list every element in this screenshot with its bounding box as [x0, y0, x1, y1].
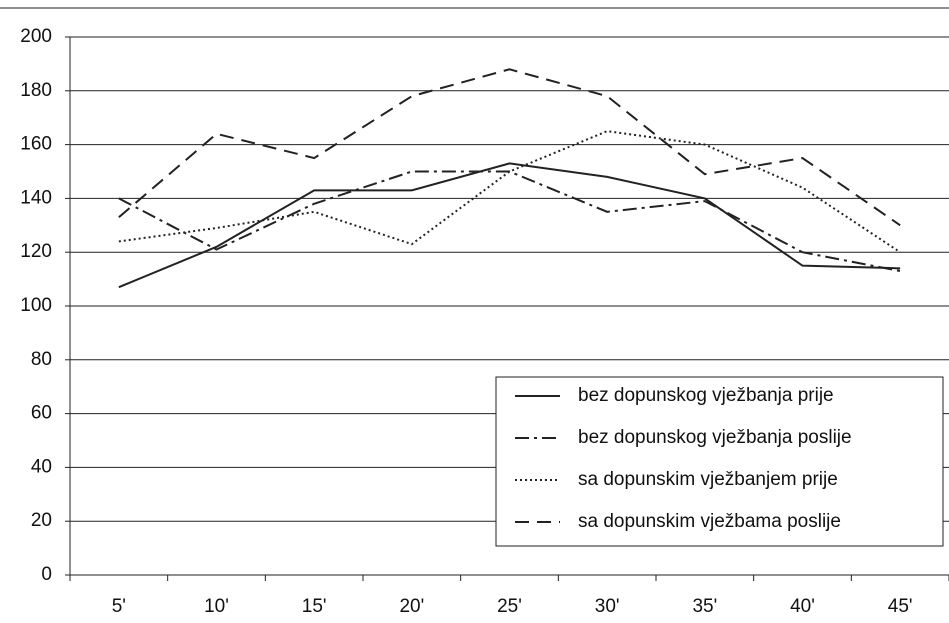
legend-label: sa dopunskim vježbama poslije: [578, 511, 841, 532]
legend-label: bez dopunskog vježbanja poslije: [578, 427, 852, 448]
x-tick-label: 35': [692, 596, 717, 617]
x-tick-label: 5': [112, 596, 126, 617]
x-tick-label: 25': [497, 596, 522, 617]
y-tick-label: 180: [20, 80, 52, 101]
series-line: [118, 68, 901, 227]
y-tick-label: 60: [31, 403, 52, 424]
series-line: [118, 162, 901, 289]
y-tick-label: 0: [41, 564, 52, 585]
legend-label: sa dopunskim vježbanjem prije: [578, 469, 838, 490]
y-tick-label: 160: [20, 134, 52, 155]
x-tick-label: 40': [790, 596, 815, 617]
x-tick-label: 15': [302, 596, 327, 617]
series-line: [118, 170, 901, 273]
x-tick-label: 10': [204, 596, 229, 617]
x-tick-label: 20': [399, 596, 424, 617]
x-tick-label: 45': [888, 596, 913, 617]
y-tick-label: 40: [31, 456, 52, 477]
y-tick-label: 80: [31, 349, 52, 370]
y-tick-label: 200: [20, 26, 52, 47]
y-tick-label: 100: [20, 295, 52, 316]
series-line: [118, 130, 901, 254]
y-tick-label: 120: [20, 241, 52, 262]
y-tick-label: 140: [20, 187, 52, 208]
x-tick-label: 30': [595, 596, 620, 617]
legend-label: bez dopunskog vježbanja prije: [578, 385, 834, 406]
legend-box: [495, 376, 944, 547]
y-tick-label: 20: [31, 510, 52, 531]
